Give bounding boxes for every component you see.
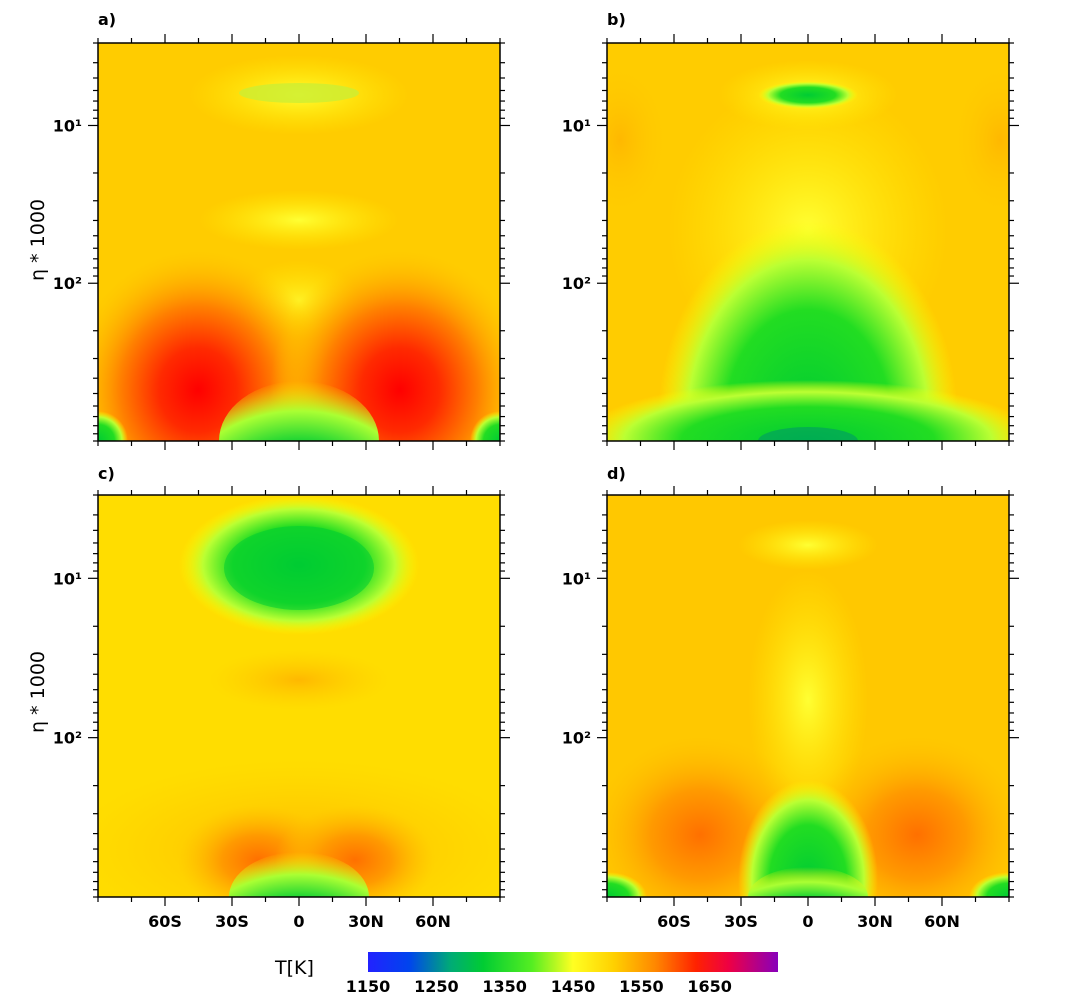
panel-b-field bbox=[607, 43, 1009, 441]
y-tick-label: 10² bbox=[53, 274, 82, 293]
field-feature bbox=[229, 852, 369, 897]
y-tick-label: 10¹ bbox=[562, 569, 591, 588]
x-tick-label: 60N bbox=[415, 912, 451, 931]
colorbar-tick-label: 1250 bbox=[414, 977, 459, 996]
field-feature bbox=[950, 60, 1009, 220]
x-tick-label: 30S bbox=[215, 912, 249, 931]
panel-a-field bbox=[98, 43, 500, 441]
field-feature bbox=[607, 380, 1009, 441]
field-feature bbox=[758, 81, 858, 109]
panel-a bbox=[97, 42, 501, 442]
x-tick-label: 60S bbox=[657, 912, 691, 931]
colorbar-tick-label: 1650 bbox=[687, 977, 732, 996]
colorbar-tick-label: 1150 bbox=[346, 977, 391, 996]
x-tick-label: 0 bbox=[293, 912, 304, 931]
panel-b bbox=[606, 42, 1010, 442]
panel-label: b) bbox=[607, 10, 626, 29]
panel-d-field bbox=[607, 495, 1009, 897]
x-tick-label: 30N bbox=[857, 912, 893, 931]
field-feature bbox=[219, 381, 379, 441]
field-feature bbox=[969, 872, 1009, 897]
x-tick-label: 0 bbox=[802, 912, 813, 931]
y-tick-label: 10¹ bbox=[53, 569, 82, 588]
colorbar-tick-label: 1550 bbox=[619, 977, 664, 996]
x-tick-label: 60N bbox=[924, 912, 960, 931]
panel-d bbox=[606, 494, 1010, 898]
field-feature bbox=[748, 867, 868, 897]
panel-c bbox=[97, 494, 501, 898]
y-axis-label: η * 1000 bbox=[27, 199, 49, 281]
colorbar-gradient bbox=[368, 952, 778, 972]
panel-label: d) bbox=[607, 464, 626, 483]
y-tick-label: 10¹ bbox=[53, 116, 82, 135]
field-feature bbox=[758, 427, 858, 441]
y-axis-label: η * 1000 bbox=[27, 651, 49, 733]
colorbar-tick-label: 1350 bbox=[482, 977, 527, 996]
y-tick-label: 10² bbox=[53, 729, 82, 748]
field-feature bbox=[199, 190, 399, 250]
field-feature bbox=[470, 411, 500, 441]
panel-c-field bbox=[98, 495, 500, 897]
x-tick-label: 60S bbox=[148, 912, 182, 931]
colorbar-label: T[K] bbox=[274, 957, 314, 979]
y-tick-label: 10² bbox=[562, 729, 591, 748]
x-tick-label: 30N bbox=[348, 912, 384, 931]
panel-label: a) bbox=[98, 10, 116, 29]
field-feature bbox=[224, 526, 374, 610]
axes-layer: 10¹ 10² 10¹ 10² 60S 30S 0 30N 60N 10¹ 10² 60S 30S 0 30… bbox=[53, 34, 1019, 931]
field-feature bbox=[607, 872, 647, 897]
panel-label: c) bbox=[98, 464, 115, 483]
colorbar: T[K] 1150 1250 1350 1450 1550 1650 bbox=[274, 952, 778, 996]
x-tick-label: 30S bbox=[724, 912, 758, 931]
y-tick-label: 10¹ bbox=[562, 116, 591, 135]
field-feature bbox=[239, 83, 359, 103]
field-feature bbox=[607, 60, 670, 220]
colorbar-ticks: 1150 1250 1350 1450 1550 1650 bbox=[346, 977, 732, 996]
field-feature bbox=[738, 520, 878, 570]
y-tick-label: 10² bbox=[562, 274, 591, 293]
field-feature bbox=[738, 780, 878, 897]
field-feature bbox=[209, 650, 389, 710]
field-feature bbox=[98, 411, 128, 441]
colorbar-tick-label: 1450 bbox=[551, 977, 596, 996]
